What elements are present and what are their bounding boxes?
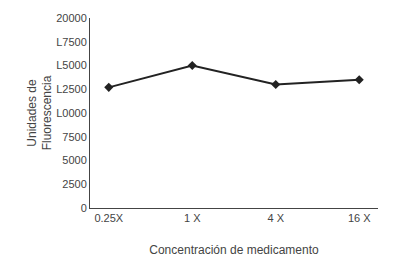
svg-text:Concentración de medicamento: Concentración de medicamento: [149, 243, 319, 257]
svg-text:0: 0: [81, 202, 87, 214]
svg-text:16 X: 16 X: [348, 212, 371, 224]
svg-text:L5000: L5000: [56, 59, 87, 71]
svg-text:20000: 20000: [56, 12, 87, 24]
svg-text:0.25X: 0.25X: [94, 212, 123, 224]
svg-text:2500: 2500: [62, 178, 86, 190]
svg-text:1 X: 1 X: [184, 212, 201, 224]
svg-text:L2500: L2500: [56, 83, 87, 95]
svg-text:Unidades deFluorescencia: Unidades deFluorescencia: [25, 75, 55, 150]
svg-text:4 X: 4 X: [267, 212, 284, 224]
svg-text:L7500: L7500: [56, 36, 87, 48]
svg-text:7500: 7500: [62, 131, 86, 143]
svg-text:5000: 5000: [62, 154, 86, 166]
svg-text:L0000: L0000: [56, 107, 87, 119]
